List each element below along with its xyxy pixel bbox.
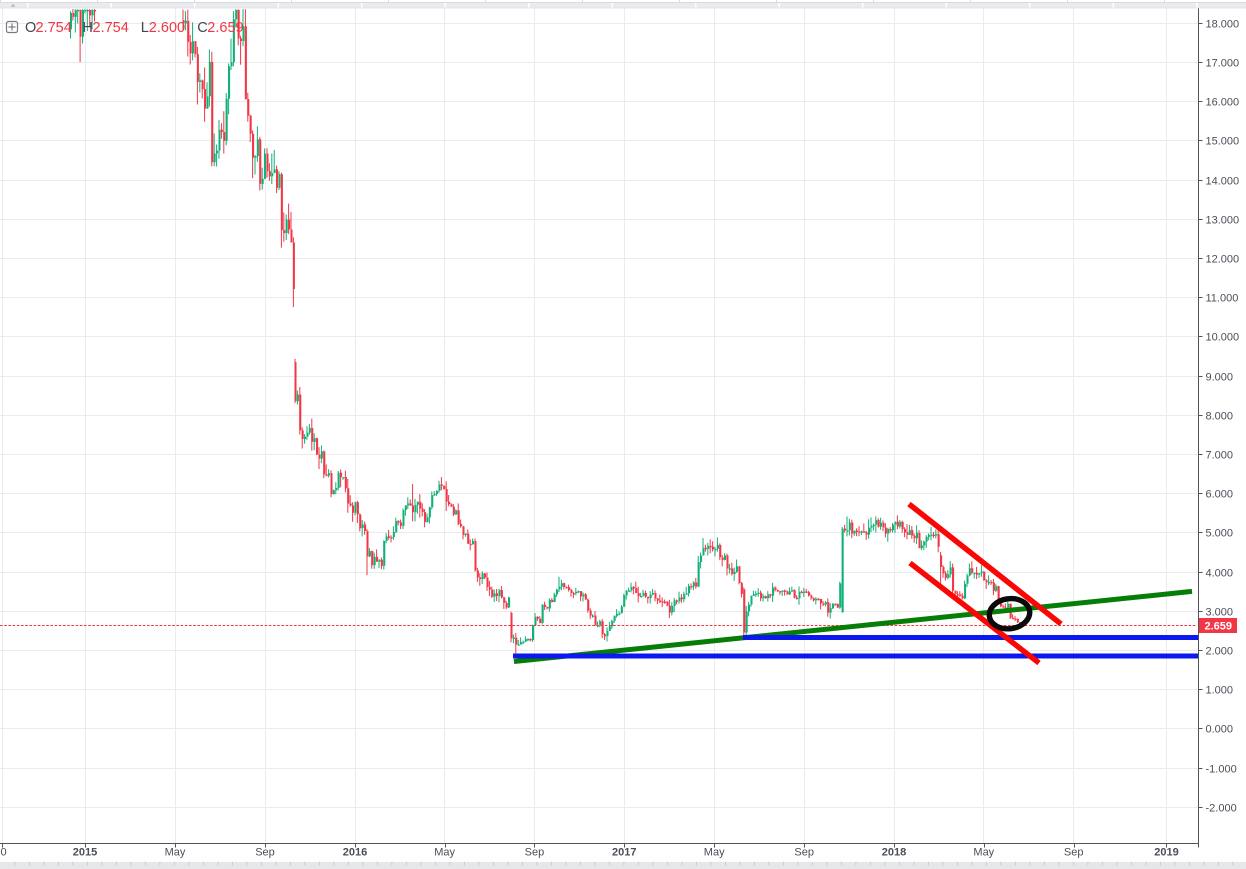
svg-text:0.000: 0.000 (1206, 724, 1234, 736)
svg-text:2015: 2015 (73, 847, 97, 859)
svg-text:2017: 2017 (612, 847, 636, 859)
svg-text:2.659: 2.659 (1205, 621, 1233, 633)
svg-text:Sep: Sep (1064, 847, 1084, 859)
svg-text:May: May (434, 847, 455, 859)
svg-text:Sep: Sep (794, 847, 814, 859)
svg-text:L: L (141, 20, 149, 36)
svg-text:2.000: 2.000 (1206, 646, 1234, 658)
svg-text:May: May (704, 847, 725, 859)
svg-text:4.000: 4.000 (1206, 568, 1234, 580)
svg-text:17.000: 17.000 (1206, 58, 1240, 70)
svg-text:14.000: 14.000 (1206, 176, 1240, 188)
svg-text:12.000: 12.000 (1206, 254, 1240, 266)
svg-text:2018: 2018 (882, 847, 906, 859)
svg-text:15.000: 15.000 (1206, 136, 1240, 148)
svg-text:16.000: 16.000 (1206, 97, 1240, 109)
svg-text:2016: 2016 (343, 847, 367, 859)
svg-text:Sep: Sep (525, 847, 545, 859)
svg-text:Sep: Sep (255, 847, 275, 859)
svg-text:O: O (25, 20, 36, 36)
svg-text:8.000: 8.000 (1206, 411, 1234, 423)
svg-text:May: May (165, 847, 186, 859)
svg-text:2019: 2019 (1154, 847, 1178, 859)
svg-text:2.600: 2.600 (149, 20, 185, 36)
svg-text:11.000: 11.000 (1206, 293, 1239, 305)
svg-text:0: 0 (1, 847, 7, 859)
svg-text:1.000: 1.000 (1206, 685, 1234, 697)
svg-text:6.000: 6.000 (1206, 489, 1234, 501)
svg-text:7.000: 7.000 (1206, 450, 1234, 462)
svg-text:5.000: 5.000 (1206, 528, 1234, 540)
svg-text:May: May (973, 847, 994, 859)
svg-text:13.000: 13.000 (1206, 215, 1240, 227)
svg-text:H: H (82, 20, 92, 36)
svg-text:-1.000: -1.000 (1206, 764, 1237, 776)
svg-text:9.000: 9.000 (1206, 372, 1234, 384)
svg-text:10.000: 10.000 (1206, 332, 1240, 344)
svg-text:2.754: 2.754 (93, 20, 129, 36)
svg-text:18.000: 18.000 (1206, 19, 1240, 31)
svg-text:3.000: 3.000 (1206, 607, 1234, 619)
svg-text:-2.000: -2.000 (1206, 803, 1237, 815)
svg-text:2.659: 2.659 (207, 20, 243, 36)
svg-text:2.754: 2.754 (36, 20, 72, 36)
svg-text:C: C (197, 20, 207, 36)
